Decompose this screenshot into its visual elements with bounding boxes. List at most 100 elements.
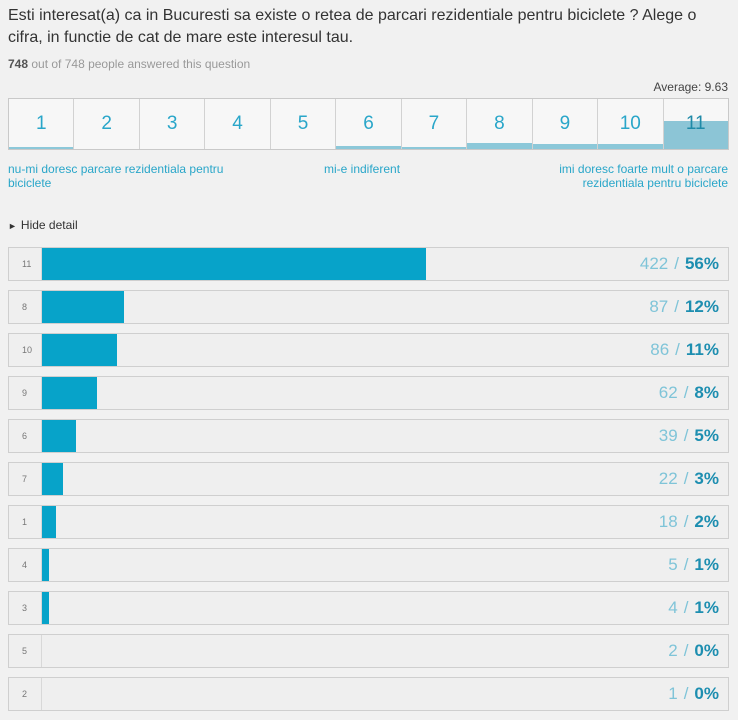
row-bar [42, 463, 63, 495]
row-stats: 22 / 3% [659, 463, 719, 495]
row-percent: 3% [694, 469, 719, 488]
scale-option-10[interactable]: 10 [598, 99, 664, 149]
row-count: 22 [658, 469, 678, 488]
scale-option-3[interactable]: 3 [140, 99, 206, 149]
scale-high-label: imi doresc foarte mult o parcare reziden… [559, 162, 728, 190]
row-stats: 2 / 0% [668, 635, 719, 667]
row-percent: 5% [694, 426, 719, 445]
question-text: Esti interesat(a) ca in Bucuresti sa exi… [8, 7, 697, 46]
row-percent: 0% [694, 641, 719, 660]
row-percent: 8% [694, 383, 719, 402]
row-separator: / [683, 641, 689, 660]
scale-option-1[interactable]: 1 [9, 99, 75, 149]
detail-row: 2 1 / 0% [8, 677, 729, 711]
scale-option-label: 9 [559, 113, 571, 134]
row-bar [42, 420, 76, 452]
row-count: 18 [658, 512, 678, 531]
row-option-label: 9 [9, 377, 42, 409]
row-stats: 39 / 5% [659, 420, 719, 452]
scale-option-label: 8 [494, 113, 505, 134]
row-percent: 12% [684, 297, 719, 316]
row-option-label: 11 [9, 248, 42, 280]
rating-scale: 1 2 3 4 5 6 7 8 9 10 11 [8, 98, 729, 150]
scale-option-5[interactable]: 5 [271, 99, 337, 149]
scale-option-6[interactable]: 6 [336, 99, 402, 149]
row-percent: 0% [694, 684, 719, 703]
row-count: 422 [639, 254, 669, 273]
detail-row: 1 18 / 2% [8, 505, 729, 539]
row-option-label: 5 [9, 635, 42, 667]
scale-fill [401, 146, 467, 149]
scale-option-7[interactable]: 7 [401, 99, 468, 149]
row-stats: 18 / 2% [659, 506, 719, 538]
row-percent: 1% [694, 555, 719, 574]
row-separator: / [683, 426, 689, 445]
scale-fill [336, 146, 401, 149]
row-separator: / [683, 383, 689, 402]
scale-option-4[interactable]: 4 [205, 99, 271, 149]
answered-summary: 748 out of 748 people answered this ques… [8, 57, 250, 71]
answered-count: 748 [8, 57, 29, 71]
row-bar [42, 549, 49, 581]
scale-option-11[interactable]: 11 [663, 99, 728, 149]
detail-rows: 11 422/56% 8 87/12% 10 86/11% 9 62/8% 6 39/5% 7 22/… [8, 247, 729, 720]
detail-row: 10 86 / 11% [8, 333, 729, 367]
row-option-label: 4 [9, 549, 42, 581]
scale-fill [663, 121, 728, 149]
row-stats: 87 / 12% [649, 291, 719, 323]
row-count: 87 [649, 297, 669, 316]
hide-detail-toggle[interactable]: ► Hide detail [8, 218, 78, 232]
row-stats: 1 / 0% [668, 678, 719, 710]
row-option-label: 8 [9, 291, 42, 323]
scale-fill [598, 143, 663, 149]
detail-row: 5 2 / 0% [8, 634, 729, 668]
row-separator: / [674, 254, 679, 273]
row-separator: / [683, 684, 689, 703]
row-separator: / [683, 555, 689, 574]
row-stats: 422 / 56% [640, 248, 719, 280]
detail-row: 7 22 / 3% [8, 462, 729, 496]
scale-option-label: 1 [35, 113, 47, 134]
row-bar [42, 592, 49, 624]
detail-row: 6 39 / 5% [8, 419, 729, 453]
triangle-right-icon: ► [8, 221, 17, 231]
row-percent: 11% [685, 340, 719, 359]
row-separator: / [675, 340, 680, 359]
row-bar [42, 248, 426, 280]
scale-mid-label: mi-e indiferent [324, 162, 401, 176]
row-separator: / [683, 598, 689, 617]
row-separator: / [683, 469, 689, 488]
scale-fill [467, 143, 532, 149]
scale-low-label: nu-mi doresc parcare rezidentiala pentru… [8, 162, 224, 190]
row-separator: / [683, 512, 689, 531]
row-bar [42, 506, 56, 538]
hide-detail-label: Hide detail [20, 218, 78, 232]
row-stats: 5 / 1% [668, 549, 719, 581]
row-separator: / [674, 297, 679, 316]
detail-row: 11 422 / 56% [8, 247, 729, 281]
row-option-label: 3 [9, 592, 42, 624]
detail-row: 9 62 / 8% [8, 376, 729, 410]
row-option-label: 1 [9, 506, 42, 538]
row-count: 39 [658, 426, 678, 445]
scale-fill [9, 146, 74, 149]
row-bar [42, 334, 117, 366]
detail-row: 4 5 / 1% [8, 548, 729, 582]
row-percent: 1% [694, 598, 719, 617]
row-count: 62 [658, 383, 678, 402]
scale-option-label: 6 [363, 113, 374, 134]
row-count: 2 [668, 641, 678, 660]
row-count: 5 [668, 555, 678, 574]
row-option-label: 7 [9, 463, 42, 495]
average-score: Average: 9.63 [653, 80, 728, 94]
scale-option-2[interactable]: 2 [74, 99, 140, 149]
row-count: 4 [668, 598, 678, 617]
scale-option-label: 11 [685, 113, 706, 134]
row-bar [42, 291, 124, 323]
scale-option-8[interactable]: 8 [467, 99, 533, 149]
row-option-label: 6 [9, 420, 42, 452]
scale-option-label: 2 [101, 113, 112, 134]
detail-row: 8 87 / 12% [8, 290, 729, 324]
scale-option-9[interactable]: 9 [532, 99, 599, 149]
scale-option-label: 7 [428, 113, 440, 134]
